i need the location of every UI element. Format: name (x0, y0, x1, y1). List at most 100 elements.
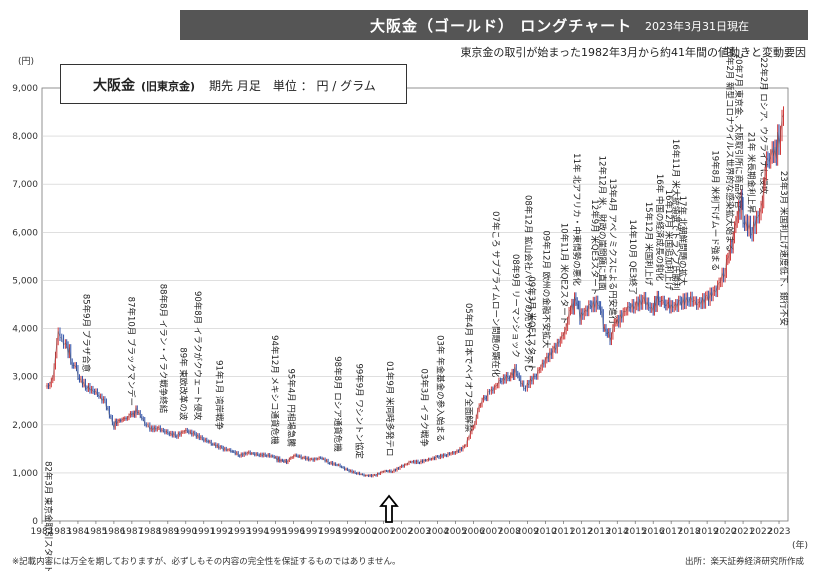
legend-info: 期先 月足 単位 ： 円 / グラム (209, 79, 376, 93)
annotation-label: 03年3月 イラク戦争 (418, 368, 429, 447)
y-tick-label: 1,000 (12, 469, 38, 479)
x-tick-label: 2011 (552, 527, 575, 537)
x-tick-label: 2023 (768, 527, 791, 537)
y-axis-unit: (円) (18, 56, 34, 67)
annotation-label: 82年3月 東京金取引スタート (43, 461, 54, 571)
x-tick-label: 1989 (156, 527, 179, 537)
x-tick-label: 2010 (534, 527, 557, 537)
annotation-label: 08年12月 鉱山会社バリックの売りヘッジ外し (523, 195, 534, 372)
as-of-date: 2023年3月31日現在 (645, 20, 749, 33)
x-tick-label: 1995 (264, 527, 287, 537)
annotation-label: 11年 北アフリカ・中東情勢の悪化 (571, 153, 582, 286)
y-tick-label: 3,000 (12, 373, 38, 383)
y-tick-label: 9,000 (12, 84, 38, 94)
y-tick-label: 7,000 (12, 180, 38, 190)
x-tick-label: 2021 (732, 527, 755, 537)
chart-title: 大阪金（ゴールド） ロングチャート (370, 17, 633, 35)
x-tick-label: 1994 (246, 527, 269, 537)
annotation-label: 23年3月 米国利上げ速度低下、銀行不安 (778, 171, 789, 326)
annotations: 82年3月 東京金取引スタート 85年9月 プラザ合意 87年10月 ブラックマンデ… (43, 46, 789, 571)
annotation-label: 99年9月 ワシントン協定 (354, 363, 365, 459)
axes: 0 1,000 2,000 3,000 4,000 5,000 6,000 7,000 8,00… (12, 56, 808, 551)
annotation-label: 10年11月 米QE2スタート (559, 223, 570, 324)
disclaimer-note: ※記載内容には万全を期しておりますが、必ずしもその内容の完全性を保証するものでは… (12, 557, 401, 567)
y-tick-label: 6,000 (12, 228, 38, 238)
x-tick-label: 1993 (228, 527, 251, 537)
annotation-label: 85年9月 プラザ合意 (80, 294, 91, 372)
grid (41, 87, 789, 522)
x-tick-label: 2002 (390, 527, 413, 537)
x-tick-label: 1998 (318, 527, 341, 537)
annotation-label: 08年9月 リーマンショック (510, 254, 521, 358)
x-tick-label: 1988 (138, 527, 161, 537)
x-tick-label: 2006 (462, 527, 485, 537)
x-tick-label: 2005 (444, 527, 467, 537)
annotation-label: 88年8月 イラン・イラク戦争終結 (158, 284, 169, 414)
source-note: 出所：楽天証券経済研究所作成 (684, 557, 804, 567)
annotation-label: 87年10月 ブラックマンデー (125, 297, 136, 406)
x-tick-label: 2015 (624, 527, 647, 537)
legend-name: 大阪金 (93, 78, 135, 94)
annotation-label: 91年1月 湾岸戦争 (213, 360, 224, 430)
price-line (45, 114, 784, 477)
price-series (45, 106, 785, 478)
x-tick-label: 2014 (606, 527, 629, 537)
x-tick-label: 2008 (498, 527, 521, 537)
x-tick-label: 1996 (282, 527, 305, 537)
x-tick-label: 1992 (210, 527, 233, 537)
y-tick-label: 8,000 (12, 132, 38, 142)
x-tick-label: 2017 (660, 527, 683, 537)
x-tick-label: 2000 (354, 527, 377, 537)
legend-box: 大阪金 (旧東京金) 期先 月足 単位 ： 円 / グラム (60, 64, 407, 104)
x-tick-label: 2007 (480, 527, 503, 537)
x-tick-label: 2018 (678, 527, 701, 537)
x-tick-label: 2004 (426, 527, 449, 537)
x-tick-label: 2009 (516, 527, 539, 537)
x-tick-label: 2016 (642, 527, 665, 537)
x-tick-label: 1987 (120, 527, 143, 537)
x-tick-label: 1991 (192, 527, 215, 537)
annotation-label: 20年7月 東京金、大阪取引所に商品移管 (733, 54, 744, 209)
chart-subtitle: 東京金の取引が始まった1982年3月から約41年間の値動きと変動要因 (460, 46, 806, 59)
x-tick-label: 2001 (372, 527, 395, 537)
x-axis-unit: (年) (792, 539, 808, 551)
annotation-label: 14年10月 QE3終了 (627, 219, 638, 295)
x-tick-label: 2020 (714, 527, 737, 537)
x-tick-label: 1990 (174, 527, 197, 537)
annotation-label: 89年 東欧改革の波 (177, 347, 188, 421)
annotation-label: 07年ころ サブプライムローン問題の顕在化 (490, 211, 501, 377)
annotation-label: 90年8月 イラクがクウェート侵攻 (192, 291, 203, 421)
annotation-label: 03年 年金基金の参入始まる (435, 335, 446, 442)
annotation-label: 16年12月 米国追加利上げ (663, 190, 674, 291)
annotation-label: 95年4月 円相場急騰 (285, 368, 296, 447)
annotation-label: 13年4月 アベノミクスによる円安進行 (607, 178, 618, 324)
x-tick-label: 1984 (66, 527, 89, 537)
annotation-label: 05年4月 日本でペイオフ全面解禁 (463, 303, 474, 433)
annotation-label: 01年9月 米同時多発テロ (384, 361, 395, 456)
annotation-label: 16年 中国の経済成長の鈍化 (654, 174, 665, 282)
x-tick-label: 1997 (300, 527, 323, 537)
annotation-label: 98年8月 ロシア通貨危機 (332, 356, 343, 452)
x-tick-label: 2022 (750, 527, 773, 537)
y-tick-label: 5,000 (12, 276, 38, 286)
x-tick-label: 1985 (84, 527, 107, 537)
annotation-label: 17年 北朝鮮問題の拡大 (677, 196, 688, 287)
annotation-label: 16年11月 米大統領選でトランプ氏勝利 (670, 139, 681, 291)
x-tick-label: 1982 (31, 527, 54, 537)
annotation-label: 94年12月 メキシコ通貨危機 (269, 335, 280, 445)
y-tick-label: 0 (32, 517, 38, 527)
y-tick-label: 4,000 (12, 325, 38, 335)
annotation-label: 15年12月 米国利上げ (643, 202, 654, 286)
annotation-label: 21年 米長期金利上昇 (746, 132, 757, 214)
annotation-label: 19年8月 米利下げムード強まる (710, 150, 721, 271)
title-banner: 大阪金（ゴールド） ロングチャート 2023年3月31日現在 (180, 10, 808, 40)
y-tick-label: 2,000 (12, 421, 38, 431)
x-tick-label: 1983 (49, 527, 72, 537)
annotation-label: 09年12月 欧州の金融不安拡大 (541, 230, 552, 348)
annotation-label: 09年3月 米QE1スタート (526, 276, 537, 372)
x-tick-label: 2012 (570, 527, 593, 537)
x-tick-label: 2003 (408, 527, 431, 537)
annotation-label: 12年9月 米QE3スタート (589, 199, 600, 295)
legend-subname: (旧東京金) (141, 80, 196, 93)
